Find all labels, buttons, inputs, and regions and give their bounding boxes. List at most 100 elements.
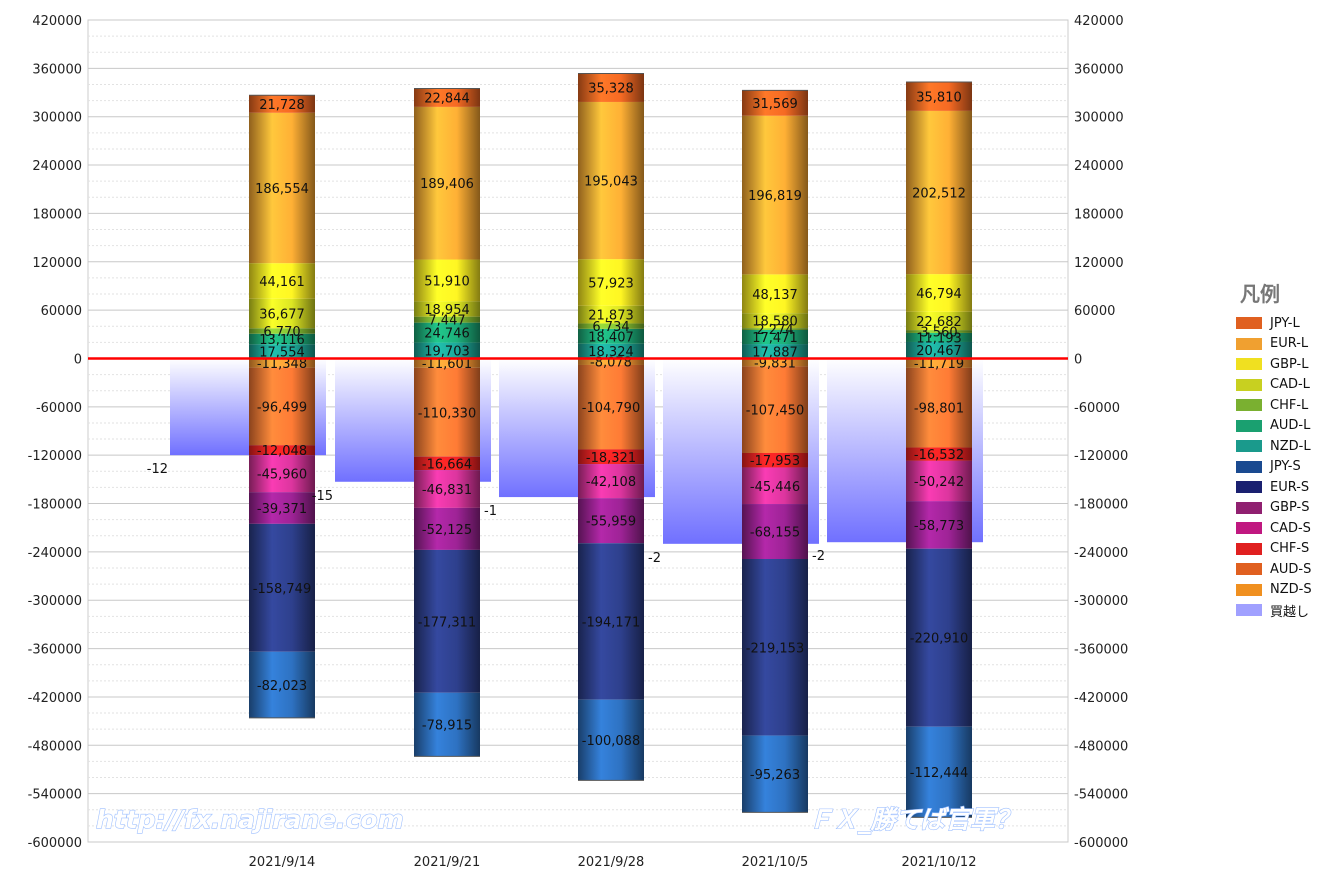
y-tick-left: -240000 [28, 546, 82, 561]
bar-segment [742, 467, 808, 505]
segment-label: 21,873 [588, 309, 634, 324]
bar-segment [578, 543, 644, 700]
segment-label: -68,155 [750, 526, 800, 541]
bar-segment [906, 460, 972, 502]
bar-segment [414, 692, 480, 757]
y-tick-left: 300000 [32, 111, 82, 126]
data-labels: -12 -15 -1 -2 -2 -11,348 -96,499 -12,048 -45,960… [88, 82, 1068, 783]
segment-label: -39,371 [257, 502, 307, 517]
legend-item: EUR-L [1236, 334, 1312, 355]
y-tick-left: 420000 [32, 14, 82, 29]
legend-item: CHF-L [1236, 395, 1312, 416]
bar-segment [906, 311, 972, 331]
y-tick-left: -180000 [28, 498, 82, 513]
legend-item: CAD-L [1236, 375, 1312, 396]
segment-label: 3,560 [920, 326, 957, 341]
segment-label: -95,263 [750, 768, 800, 783]
y-tick-right: -420000 [1074, 691, 1128, 706]
segment-label: -11,348 [257, 357, 307, 372]
y-tick-right: -300000 [1074, 594, 1128, 609]
legend-label: GBP-S [1270, 500, 1310, 516]
legend-swatch [1236, 337, 1262, 350]
y-tick-left: 0 [74, 352, 82, 367]
bar-segment [742, 504, 808, 560]
net-label: -15 [312, 489, 333, 504]
bar-segment [249, 112, 315, 264]
legend-swatch [1236, 399, 1262, 412]
bar-segment [906, 726, 972, 818]
axes: 420000 420000 360000 360000 300000 300000 2400… [28, 14, 1129, 870]
y-tick-right: -120000 [1074, 449, 1128, 464]
legend-item: GBP-S [1236, 498, 1312, 519]
legend-item: NZD-S [1236, 580, 1312, 601]
bar-segment [906, 548, 972, 727]
segment-label: 13,116 [259, 333, 305, 348]
legend-swatch [1236, 358, 1262, 371]
legend-swatch [1236, 378, 1262, 391]
legend-swatch [1236, 583, 1262, 596]
y-tick-right: -360000 [1074, 643, 1128, 658]
bar-segment [578, 323, 644, 329]
legend-swatch [1236, 604, 1262, 617]
legend-title: 凡例 [1240, 282, 1280, 306]
segment-label: 24,746 [424, 327, 470, 342]
segment-label: 195,043 [584, 175, 638, 190]
y-tick-left: -540000 [28, 788, 82, 803]
bar-segment [414, 367, 480, 457]
legend-label: EUR-S [1270, 479, 1310, 495]
y-tick-right: 0 [1074, 352, 1082, 367]
segment-label: -177,311 [418, 615, 476, 630]
segment-label: -45,960 [257, 468, 307, 483]
x-tick-label: 2021/9/28 [578, 855, 645, 870]
bar-segment [578, 449, 644, 465]
segment-label: 48,137 [752, 288, 798, 303]
bar-segment [742, 344, 808, 359]
y-tick-right: 60000 [1074, 304, 1115, 319]
bar-segment [249, 455, 315, 493]
bar-segment [414, 301, 480, 317]
legend-label: CHF-L [1270, 397, 1309, 413]
segment-label: 44,161 [259, 275, 305, 290]
segment-label: -110,330 [418, 406, 476, 421]
bar-segment [249, 333, 315, 345]
legend-label: AUD-S [1270, 561, 1312, 577]
segment-label: -100,088 [582, 734, 640, 749]
watermark-left: http://fx.najirane.com [96, 805, 404, 834]
y-tick-right: -540000 [1074, 788, 1128, 803]
y-tick-right: -480000 [1074, 739, 1128, 754]
segment-label: -219,153 [746, 641, 804, 656]
legend-label: CAD-S [1270, 520, 1311, 536]
y-tick-right: -60000 [1074, 401, 1120, 416]
bar-segment [249, 358, 315, 368]
legend-label: EUR-L [1270, 336, 1309, 352]
bar-segment [249, 328, 315, 334]
bar-segment [249, 492, 315, 524]
legend-item: CHF-S [1236, 539, 1312, 560]
segment-label: -17,953 [750, 454, 800, 469]
segment-label: -18,321 [586, 451, 636, 466]
bar-segment [414, 322, 480, 343]
bars [170, 72, 983, 818]
segment-label: 17,471 [752, 331, 798, 346]
y-tick-right: 240000 [1074, 159, 1124, 174]
legend-swatch [1236, 481, 1262, 494]
segment-label: 7,447 [428, 314, 465, 329]
legend-item: NZD-L [1236, 436, 1312, 457]
segment-label: -16,532 [914, 448, 964, 463]
y-tick-right: 120000 [1074, 256, 1124, 271]
legend-items: JPY-L EUR-L GBP-L CAD-L CHF-L AUD-L NZD-L JPY-S… [1236, 313, 1312, 621]
bar-segment [578, 73, 644, 102]
segment-label: -58,773 [914, 519, 964, 534]
y-tick-right: -240000 [1074, 546, 1128, 561]
segment-label: 186,554 [255, 182, 309, 197]
legend-item: GBP-L [1236, 354, 1312, 375]
segment-label: 202,512 [912, 186, 966, 201]
bar-segment [906, 82, 972, 111]
y-tick-left: 60000 [41, 304, 82, 319]
bar-segment [249, 344, 315, 359]
segment-label: 22,682 [916, 315, 962, 330]
legend-item: AUD-S [1236, 559, 1312, 580]
legend-item: EUR-S [1236, 477, 1312, 498]
segment-label: -9,831 [754, 356, 796, 371]
bar-segment [414, 507, 480, 550]
